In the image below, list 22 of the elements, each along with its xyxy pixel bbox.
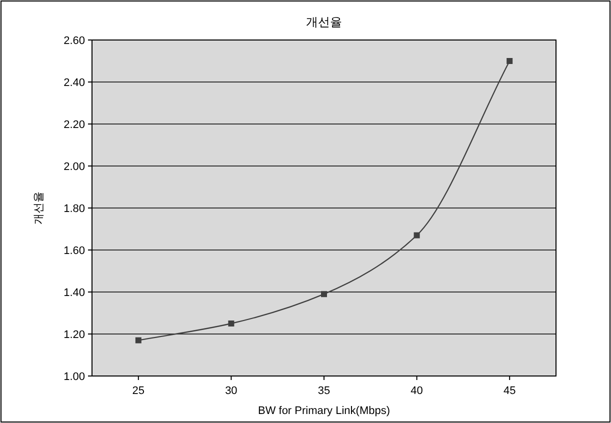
x-tick-label: 25 (132, 385, 145, 397)
point (414, 232, 420, 238)
y-tick-label: 1.40 (64, 287, 85, 299)
point (228, 320, 234, 326)
y-tick-label: 2.40 (64, 77, 85, 89)
point (321, 291, 327, 298)
x-tick-label: 35 (318, 385, 330, 397)
x-tick-label: 45 (503, 385, 516, 397)
y-axis-title: 개선율 (33, 192, 45, 224)
x-tick-label: 30 (225, 385, 238, 397)
x-axis-title: BW for Primary Link(Mbps) (258, 405, 390, 417)
y-tick-label: 1.00 (64, 371, 85, 383)
y-tick-label: 1.20 (64, 329, 85, 341)
y-tick-label: 2.60 (64, 35, 85, 47)
y-tick-label: 1.60 (64, 245, 85, 257)
y-tick-label: 2.20 (64, 119, 85, 131)
point (135, 337, 142, 344)
point (506, 58, 513, 64)
x-tick-label: 40 (410, 385, 423, 397)
chart-title: 개선율 (306, 15, 342, 29)
y-tick-label: 2.00 (64, 161, 85, 173)
y-tick-label: 1.80 (64, 203, 85, 215)
